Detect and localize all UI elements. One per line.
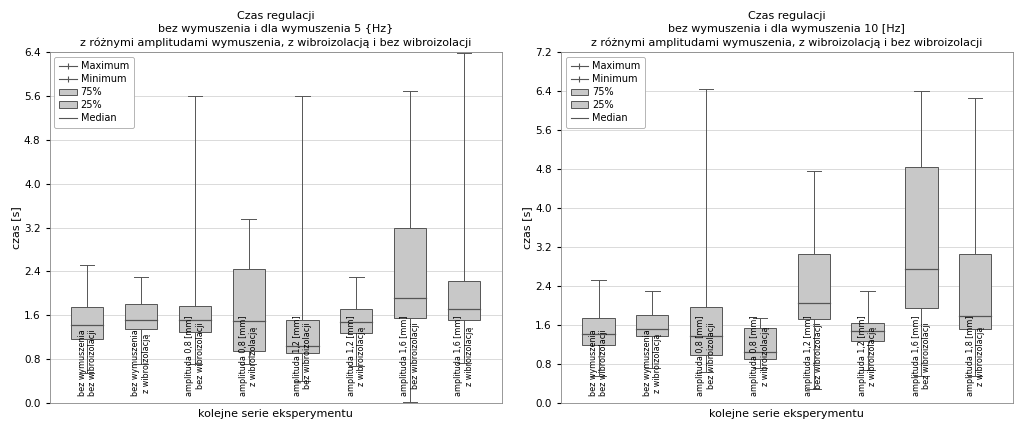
Text: amplituda 0,8 [mm]
bez wibroizolacji: amplituda 0,8 [mm] bez wibroizolacji: [696, 316, 716, 396]
Text: amplituda 1,6 [mm]
bez wibroizolacji: amplituda 1,6 [mm] bez wibroizolacji: [911, 316, 931, 396]
Text: amplituda 0,8 [mm]
z wibroizolacją: amplituda 0,8 [mm] z wibroizolacją: [751, 316, 770, 396]
Legend: Maximum, Minimum, 75%, 25%, Median: Maximum, Minimum, 75%, 25%, Median: [54, 57, 134, 128]
Title: Czas regulacji
bez wymuszenia i dla wymuszenia 5 {Hz}
z różnymi amplitudami wymu: Czas regulacji bez wymuszenia i dla wymu…: [80, 11, 471, 48]
Text: amplituda 1,2 [mm]
bez wibroizolacji: amplituda 1,2 [mm] bez wibroizolacji: [804, 316, 823, 396]
Bar: [743, 328, 776, 359]
Title: Czas regulacji
bez wymuszenia i dla wymuszenia 10 [Hz]
z różnymi amplitudami wym: Czas regulacji bez wymuszenia i dla wymu…: [591, 11, 983, 48]
Text: bez wymuszenia
bez wibroizolacji: bez wymuszenia bez wibroizolacji: [78, 329, 97, 396]
Y-axis label: czas [s]: czas [s]: [11, 206, 22, 249]
Bar: [71, 307, 103, 338]
Bar: [340, 309, 373, 333]
Bar: [798, 255, 829, 319]
Text: amplituda 1,2 [mm]
bez wibroizolacji: amplituda 1,2 [mm] bez wibroizolacji: [293, 316, 312, 396]
Bar: [447, 281, 480, 320]
Text: amplituda 1,2 [mm]
z wibroizolacją: amplituda 1,2 [mm] z wibroizolacją: [858, 316, 878, 396]
Legend: Maximum, Minimum, 75%, 25%, Median: Maximum, Minimum, 75%, 25%, Median: [565, 57, 645, 128]
Text: amplituda 1,6 [mm]
bez wibroizolacji: amplituda 1,6 [mm] bez wibroizolacji: [400, 316, 420, 396]
Bar: [394, 227, 426, 318]
Bar: [583, 318, 614, 345]
Bar: [636, 316, 669, 336]
Bar: [959, 255, 991, 329]
Text: amplituda 0,8 [mm]
z wibroizolacją: amplituda 0,8 [mm] z wibroizolacją: [239, 316, 258, 396]
Text: bez wymuszenia
z wibroizolacją: bez wymuszenia z wibroizolacją: [643, 329, 663, 396]
Bar: [232, 269, 265, 351]
X-axis label: kolejne serie eksperymentu: kolejne serie eksperymentu: [710, 409, 864, 419]
Text: amplituda 1,2 [mm]
z wibroizolacją: amplituda 1,2 [mm] z wibroizolacją: [346, 316, 366, 396]
Bar: [287, 320, 318, 353]
Bar: [179, 306, 211, 332]
Bar: [125, 304, 157, 329]
X-axis label: kolejne serie eksperymentu: kolejne serie eksperymentu: [198, 409, 353, 419]
Y-axis label: czas [s]: czas [s]: [522, 206, 532, 249]
Bar: [690, 307, 722, 356]
Text: amplituda 1,6 [mm]
z wibroizolacją: amplituda 1,6 [mm] z wibroizolacją: [455, 316, 474, 396]
Bar: [905, 166, 938, 308]
Text: amplituda 0,8 [mm]
bez wibroizolacji: amplituda 0,8 [mm] bez wibroizolacji: [185, 316, 205, 396]
Bar: [851, 323, 884, 341]
Text: amplituda 1,8 [mm]
z wibroizolacją: amplituda 1,8 [mm] z wibroizolacją: [966, 316, 985, 396]
Text: bez wymuszenia
z wibroizolacją: bez wymuszenia z wibroizolacją: [131, 329, 151, 396]
Text: bez wymuszenia
bez wibroizolacji: bez wymuszenia bez wibroizolacji: [589, 329, 608, 396]
